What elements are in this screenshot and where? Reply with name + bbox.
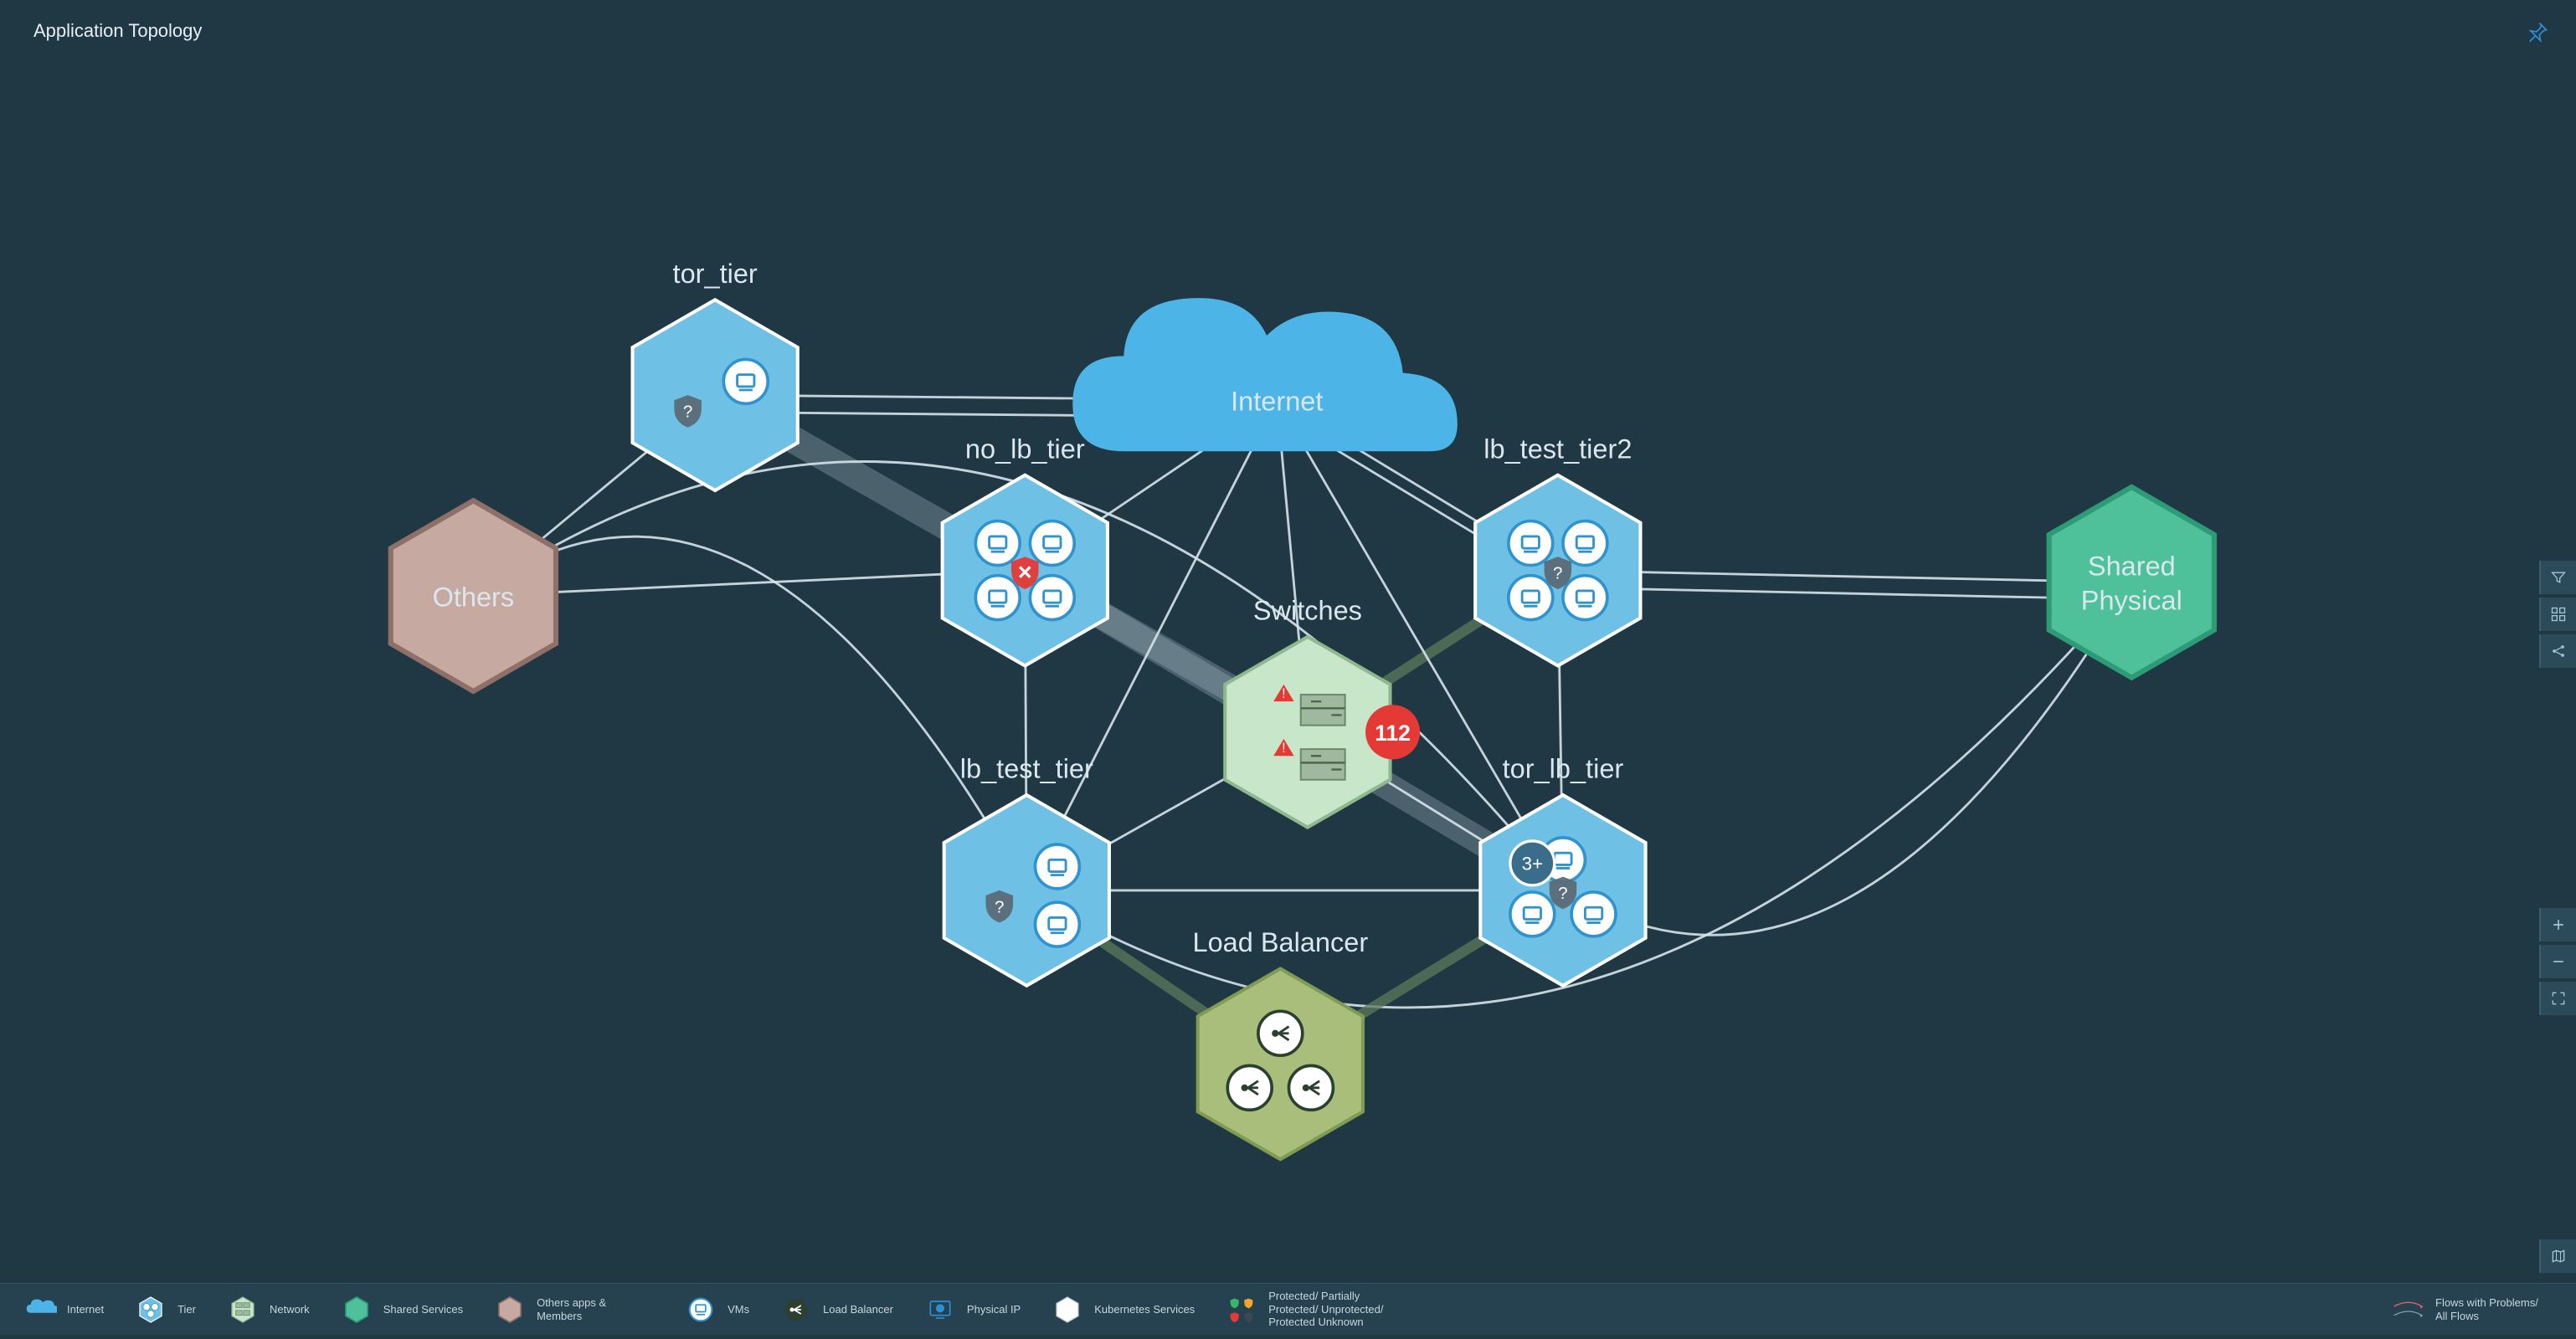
edge: [1558, 587, 2131, 599]
legend-flows-label: Flows with Problems/ All Flows: [2435, 1296, 2553, 1322]
node-others[interactable]: Others: [391, 500, 556, 691]
legend-vms-label: VMs: [728, 1303, 749, 1316]
svg-text:?: ?: [1558, 885, 1567, 903]
legend-physip-label: Physical IP: [967, 1303, 1021, 1316]
svg-text:?: ?: [995, 898, 1004, 916]
legend-others: Others apps & Members: [493, 1293, 654, 1326]
filter-button[interactable]: [2539, 561, 2576, 594]
legend-network: Network: [226, 1293, 310, 1326]
svg-text:tor_tier: tor_tier: [673, 259, 758, 289]
legend-k8s-label: Kubernetes Services: [1094, 1303, 1195, 1316]
share-button[interactable]: [2539, 634, 2576, 668]
legend-k8s-icon: [1051, 1293, 1084, 1326]
legend-internet-label: Internet: [67, 1303, 104, 1316]
node-load_balancer[interactable]: Load Balancer: [1192, 927, 1368, 1159]
zoom-out-button[interactable]: [2539, 945, 2576, 978]
legend-vms: VMs: [684, 1293, 749, 1326]
legend-tier: Tier: [134, 1293, 196, 1326]
legend-shared: Shared Services: [340, 1293, 463, 1326]
edge: [1563, 582, 2131, 935]
svg-text:Others: Others: [433, 582, 515, 612]
legend-network-icon: [226, 1293, 260, 1326]
fit-button[interactable]: [2539, 982, 2576, 1015]
edge: [1558, 571, 2131, 582]
legend-bar: Internet Tier Network Shared Services Others…: [0, 1283, 2576, 1335]
legend-lb-label: Load Balancer: [823, 1303, 893, 1316]
legend-network-label: Network: [270, 1303, 310, 1316]
legend-others-label: Others apps & Members: [537, 1296, 654, 1322]
svg-text:lb_test_tier: lb_test_tier: [960, 754, 1093, 784]
legend-shared-icon: [340, 1293, 373, 1326]
legend-lb: Load Balancer: [779, 1293, 893, 1326]
zoom-in-button[interactable]: [2539, 908, 2576, 941]
svg-text:Physical: Physical: [2081, 585, 2183, 615]
flows-icon: [2392, 1293, 2425, 1326]
legend-others-icon: [493, 1293, 527, 1326]
legend-physip: Physical IP: [923, 1293, 1021, 1326]
svg-text:lb_test_tier2: lb_test_tier2: [1483, 434, 1632, 464]
svg-text:tor_lb_tier: tor_lb_tier: [1503, 754, 1624, 784]
node-internet[interactable]: Internet: [1072, 298, 1458, 451]
right-toolbar-upper: [2539, 561, 2576, 668]
legend-protect-icon: [1225, 1293, 1258, 1326]
layout-button[interactable]: [2539, 598, 2576, 631]
svg-text:no_lb_tier: no_lb_tier: [965, 434, 1085, 464]
svg-text:112: 112: [1375, 721, 1411, 746]
node-lb_test_tier2[interactable]: lb_test_tier2?: [1475, 434, 1640, 665]
minimap-button[interactable]: [2539, 1239, 2576, 1273]
legend-internet-icon: [23, 1293, 57, 1326]
svg-text:3+: 3+: [1522, 854, 1544, 875]
legend-tier-icon: [134, 1293, 167, 1326]
svg-text:Internet: Internet: [1231, 386, 1323, 416]
topology-canvas[interactable]: Internet tor_tier? no_lb_tier lb_test_tier2…: [0, 0, 2576, 1335]
node-tor_lb_tier[interactable]: tor_lb_tier 3+?: [1480, 754, 1645, 986]
svg-text:Load Balancer: Load Balancer: [1192, 927, 1368, 957]
legend-lb-icon: [779, 1293, 813, 1326]
legend-protect: Protected/ Partially Protected/ Unprotec…: [1225, 1290, 1386, 1329]
nodes-layer: Internet tor_tier? no_lb_tier lb_test_tier2…: [391, 259, 2214, 1159]
legend-protect-label: Protected/ Partially Protected/ Unprotec…: [1268, 1290, 1386, 1329]
svg-text:?: ?: [683, 403, 692, 422]
svg-text:?: ?: [1553, 565, 1562, 583]
legend-flows: Flows with Problems/ All Flows: [2392, 1293, 2553, 1326]
legend-k8s: Kubernetes Services: [1051, 1293, 1195, 1326]
map-toggle: [2539, 1239, 2576, 1273]
svg-text:!: !: [1282, 686, 1286, 701]
svg-text:Switches: Switches: [1253, 596, 1362, 626]
legend-internet: Internet: [23, 1293, 104, 1326]
right-toolbar-lower: [2539, 908, 2576, 1015]
legend-tier-label: Tier: [177, 1303, 196, 1316]
legend-vms-icon: [684, 1293, 717, 1326]
svg-text:Shared: Shared: [2088, 552, 2176, 582]
legend-shared-label: Shared Services: [383, 1303, 463, 1316]
svg-text:!: !: [1282, 741, 1286, 756]
node-tor_tier[interactable]: tor_tier?: [633, 259, 798, 490]
node-no_lb_tier[interactable]: no_lb_tier: [943, 434, 1108, 665]
legend-physip-icon: [923, 1293, 957, 1326]
